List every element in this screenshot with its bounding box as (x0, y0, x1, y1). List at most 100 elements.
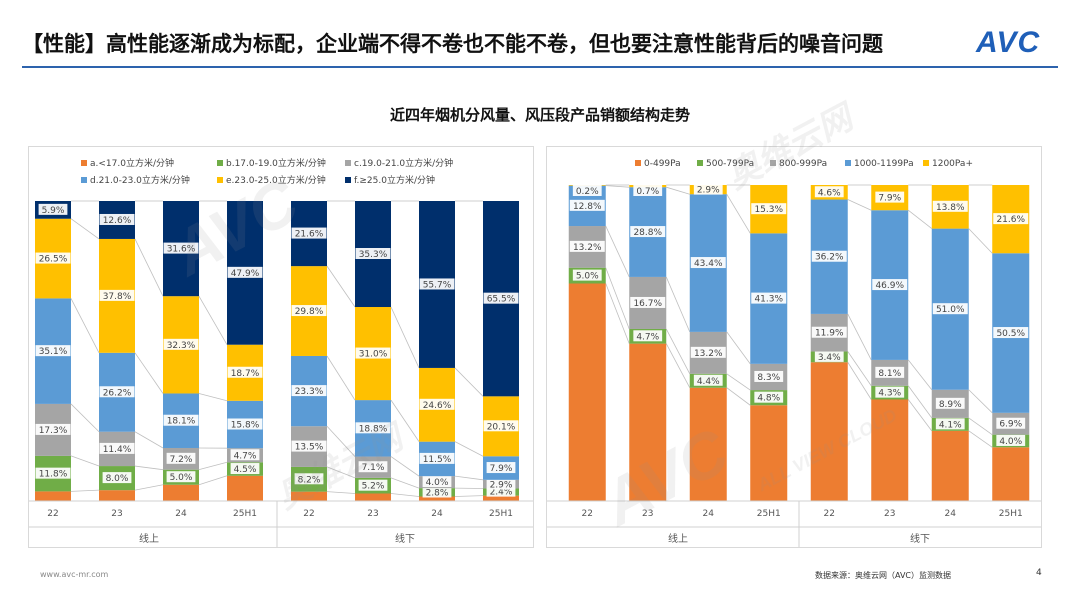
c0-data-label-bg-1-3 (99, 386, 135, 398)
c1-data-label-bg-4-3 (811, 250, 847, 262)
c1-data-label-bg-5-2 (875, 366, 905, 378)
c0-data-label-bg-7-3 (486, 462, 516, 474)
c1-connector-6-1 (968, 417, 993, 435)
c0-data-label-2-1: 5.0% (170, 473, 193, 483)
c0-data-label-3-5: 47.9% (231, 269, 260, 279)
c0-data-label-4-2: 13.5% (295, 443, 324, 453)
c0-data-label-bg-3-2 (230, 449, 260, 461)
c0-data-label-7-1: 2.4% (490, 488, 513, 498)
c1-connector-0-3 (605, 185, 630, 188)
c0-data-label-bg-5-2 (358, 461, 388, 473)
c0-data-label-bg-5-5 (355, 248, 391, 260)
c0-data-label-5-2: 7.1% (362, 463, 385, 473)
c0-bar-0-0 (35, 491, 71, 501)
c1-data-label-bg-4-1 (814, 350, 844, 362)
c0-data-label-bg-6-5 (419, 278, 455, 290)
avc-logo: AVC (976, 26, 1041, 59)
c0-connector-5-1 (390, 477, 420, 489)
c0-tick-label-0: 22 (47, 509, 58, 519)
c1-connector-0-0 (605, 283, 630, 344)
c0-data-label-4-3: 23.3% (295, 387, 324, 397)
c0-data-label-0-2: 17.3% (39, 426, 68, 436)
c1-data-label-bg-5-3 (872, 279, 908, 291)
c1-legend-swatch-0 (635, 160, 641, 166)
c0-connector-5-4 (390, 306, 420, 369)
c0-legend-label-4: e.23.0-25.0立方米/分钟 (226, 174, 326, 186)
c1-data-label-bg-1-1 (633, 330, 663, 342)
air-volume-chart: a.<17.0立方米/分钟 b.17.0-19.0立方米/分钟 c.19.0-21.… (29, 157, 533, 547)
c1-data-label-bg-2-1 (693, 374, 723, 386)
c1-data-label-bg-4-2 (811, 326, 847, 338)
c0-bar-1-0 (99, 490, 135, 501)
c1-data-label-bg-2-2 (690, 346, 726, 358)
c0-data-label-4-1: 8.2% (298, 475, 321, 485)
c0-data-label-bg-0-2 (35, 423, 71, 435)
c0-tick-label-1: 23 (111, 509, 122, 519)
c0-data-label-bg-6-3 (419, 452, 455, 464)
c1-data-label-6-3: 51.0% (936, 305, 965, 315)
c0-group-label-1: 线下 (395, 532, 415, 545)
c1-legend-label-3: 1000-1199Pa (854, 159, 914, 169)
c0-connector-4-0 (326, 491, 356, 494)
c1-data-label-bg-3-3 (751, 292, 787, 304)
c0-connector-2-4 (198, 295, 228, 345)
c0-data-label-5-4: 31.0% (359, 350, 388, 360)
website-link[interactable]: www.avc-mr.com (40, 570, 109, 579)
c1-data-label-5-2: 8.1% (878, 369, 901, 379)
right-chart-panel: 0-499Pa 500-799Pa 800-999Pa 1000-1199Pa 1200… (546, 146, 1042, 548)
c0-data-label-0-5: 5.9% (42, 206, 65, 216)
c0-connector-0-0 (70, 489, 100, 492)
c1-connector-4-1 (847, 351, 872, 386)
c0-data-label-bg-1-2 (99, 442, 135, 454)
c1-data-label-7-4: 21.6% (996, 215, 1025, 225)
c1-data-label-4-2: 11.9% (815, 329, 844, 339)
c0-data-label-bg-4-3 (291, 385, 327, 397)
c1-tick-label-1: 23 (642, 509, 653, 519)
c1-connector-2-1 (726, 373, 751, 391)
c0-data-label-bg-2-1 (166, 471, 196, 483)
c0-bar-6-0 (419, 496, 455, 501)
c0-data-label-bg-4-1 (294, 473, 324, 485)
page-number: 4 (1036, 568, 1042, 578)
c0-data-label-6-1: 2.8% (426, 489, 449, 499)
c0-data-label-bg-3-5 (227, 266, 263, 278)
c1-bar-2-0 (689, 387, 727, 501)
c1-data-label-5-1: 4.3% (878, 389, 901, 399)
c1-tick-label-4: 22 (824, 509, 835, 519)
c0-data-label-bg-5-3 (355, 422, 391, 434)
c0-data-label-2-3: 18.1% (167, 417, 196, 427)
c1-tick-label-6: 24 (945, 509, 957, 519)
c0-data-label-bg-3-4 (227, 366, 263, 378)
c0-connector-2-0 (198, 475, 228, 486)
c0-connector-1-0 (134, 484, 164, 491)
c0-data-label-bg-1-1 (102, 472, 132, 484)
c0-tick-label-5: 23 (367, 509, 378, 519)
c0-tick-label-6: 24 (431, 509, 443, 519)
c1-bar-6-0 (931, 430, 969, 501)
c0-bar-4-0 (291, 491, 327, 501)
c1-connector-2-3 (726, 193, 751, 234)
c0-legend-label-3: d.21.0-23.0立方米/分钟 (90, 174, 190, 186)
c1-data-label-bg-7-2 (996, 417, 1026, 429)
c1-data-label-5-3: 46.9% (875, 281, 904, 291)
c1-data-label-4-4: 4.6% (818, 188, 841, 198)
c0-legend-label-2: c.19.0-21.0立方米/分钟 (354, 157, 453, 169)
c0-data-label-7-2: 2.9% (490, 480, 513, 490)
c0-connector-5-3 (390, 399, 420, 442)
c1-tick-label-5: 23 (884, 509, 895, 519)
c0-legend-swatch-3 (81, 177, 87, 183)
c0-data-label-6-4: 24.6% (423, 401, 452, 411)
c0-data-label-3-4: 18.7% (231, 369, 260, 379)
c1-data-label-bg-0-2 (569, 240, 605, 252)
c0-data-label-bg-5-1 (358, 479, 388, 491)
c0-data-label-2-5: 31.6% (167, 245, 196, 255)
c0-legend-swatch-2 (345, 160, 351, 166)
c1-data-label-3-3: 41.3% (754, 295, 783, 305)
c1-bar-7-0 (992, 447, 1030, 501)
chart-title: 近四年烟机分风量、风压段产品销额结构走势 (389, 106, 690, 124)
c1-data-label-1-1: 4.7% (636, 332, 659, 342)
c0-connector-6-2 (454, 475, 484, 481)
c0-connector-0-2 (70, 403, 100, 433)
c0-data-label-0-1: 11.8% (39, 470, 68, 480)
c0-data-label-4-5: 21.6% (295, 230, 324, 240)
